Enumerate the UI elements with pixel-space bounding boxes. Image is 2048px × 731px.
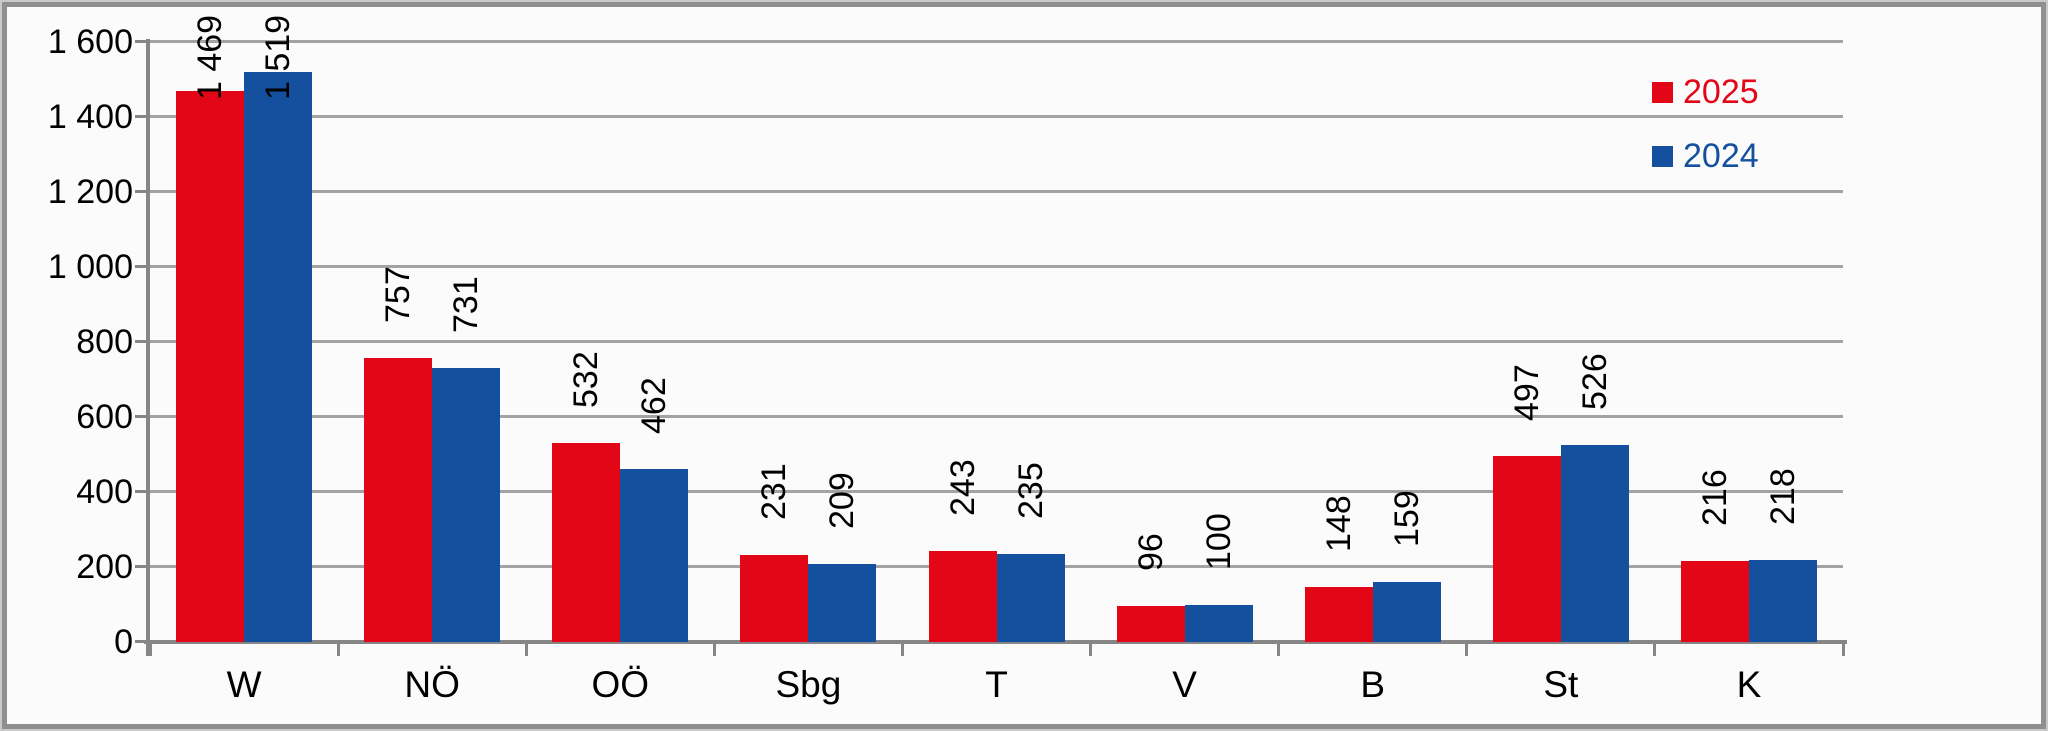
bar-2024-B: [1372, 582, 1441, 642]
bar-2024-K: [1748, 560, 1817, 642]
value-label: 731: [447, 276, 486, 333]
bar-2025-B: [1304, 586, 1373, 642]
bar-2025-V: [1116, 606, 1185, 642]
legend-swatch-icon: [1652, 145, 1673, 167]
y-axis-tick: [135, 565, 150, 568]
value-label: 159: [1387, 490, 1426, 548]
legend: 2025 2024: [1652, 73, 1759, 201]
y-axis-label: 1 200: [47, 173, 133, 211]
legend-swatch-icon: [1652, 81, 1673, 103]
value-label: 243: [943, 459, 982, 516]
gridline: [150, 190, 1843, 193]
x-axis-label-St: St: [1543, 664, 1579, 705]
value-label: 218: [1763, 468, 1802, 526]
y-axis-label: 0: [114, 623, 133, 661]
value-label: 100: [1199, 512, 1238, 570]
gridline: [150, 265, 1843, 268]
y-axis-line: [146, 39, 150, 656]
bar-2025-Sbg: [740, 555, 809, 642]
y-axis-label: 1 600: [47, 23, 133, 61]
x-axis-label-NÖ: NÖ: [404, 664, 460, 705]
value-label: 757: [379, 266, 418, 324]
x-axis-tick: [1841, 642, 1845, 656]
x-axis-line: [144, 640, 1847, 644]
x-axis-label-K: K: [1736, 664, 1762, 705]
bar-2024-NÖ: [432, 367, 501, 642]
gridline: [150, 40, 1843, 43]
x-axis-tick: [1465, 642, 1469, 656]
x-axis-tick: [1089, 642, 1093, 656]
y-axis-tick: [135, 265, 150, 268]
x-axis-tick: [524, 642, 528, 656]
y-axis-label: 600: [76, 398, 133, 436]
x-axis-tick: [712, 642, 716, 656]
bar-2024-St: [1560, 444, 1629, 642]
value-label: 209: [823, 471, 862, 529]
bar-2025-K: [1680, 561, 1749, 642]
x-axis-tick: [148, 642, 152, 656]
x-axis-label-T: T: [985, 664, 1008, 705]
bar-2024-W: [244, 72, 313, 642]
gridline: [150, 415, 1843, 418]
value-label: 1 469: [191, 14, 230, 100]
x-axis-label-OÖ: OÖ: [591, 664, 650, 705]
bar-2024-T: [996, 553, 1065, 642]
x-axis-tick: [336, 642, 340, 656]
bar-2025-W: [176, 91, 245, 642]
y-axis-tick: [135, 340, 150, 343]
value-label: 526: [1575, 353, 1614, 410]
value-label: 1 519: [259, 14, 298, 100]
x-axis-tick: [1277, 642, 1281, 656]
x-axis-tick: [900, 642, 904, 656]
gridline: [150, 115, 1843, 118]
x-axis-label-W: W: [226, 664, 262, 705]
bar-2024-OÖ: [620, 468, 689, 642]
gridline: [150, 490, 1843, 493]
bar-2025-T: [928, 550, 997, 642]
x-axis-label-B: B: [1360, 664, 1386, 705]
legend-item-2024: 2024: [1652, 137, 1759, 175]
y-axis-tick: [135, 40, 150, 43]
bar-2025-NÖ: [364, 358, 433, 642]
value-label: 216: [1695, 469, 1734, 526]
value-label: 231: [755, 463, 794, 521]
y-axis-label: 1 000: [47, 248, 133, 286]
legend-label: 2025: [1683, 73, 1759, 111]
bar-2024-V: [1184, 604, 1253, 642]
y-axis-tick: [135, 640, 150, 643]
bar-2025-St: [1492, 455, 1561, 642]
y-axis-label: 200: [76, 548, 133, 586]
bar-2025-OÖ: [552, 442, 621, 642]
value-label: 532: [567, 350, 606, 408]
y-axis-tick: [135, 115, 150, 118]
value-label: 235: [1011, 462, 1050, 519]
value-label: 462: [635, 377, 674, 434]
x-axis-tick: [1653, 642, 1657, 656]
y-axis-tick: [135, 415, 150, 418]
gridline: [150, 340, 1843, 343]
y-axis-label: 800: [76, 323, 133, 361]
y-axis-label: 1 400: [47, 98, 133, 136]
plot-area: 1 469 1 519 757 731 532 462 231 209 243 235 96 100 1…: [135, 15, 1847, 656]
x-axis-label-V: V: [1172, 664, 1197, 705]
y-axis-tick: [135, 190, 150, 193]
value-label: 497: [1507, 363, 1546, 421]
y-axis-label: 400: [76, 473, 133, 511]
x-axis-label-Sbg: Sbg: [775, 664, 842, 705]
value-label: 96: [1131, 533, 1170, 571]
legend-label: 2024: [1683, 137, 1759, 175]
bar-2024-Sbg: [808, 563, 877, 642]
value-label: 148: [1319, 494, 1358, 552]
y-axis-tick: [135, 490, 150, 493]
legend-item-2025: 2025: [1652, 73, 1759, 111]
